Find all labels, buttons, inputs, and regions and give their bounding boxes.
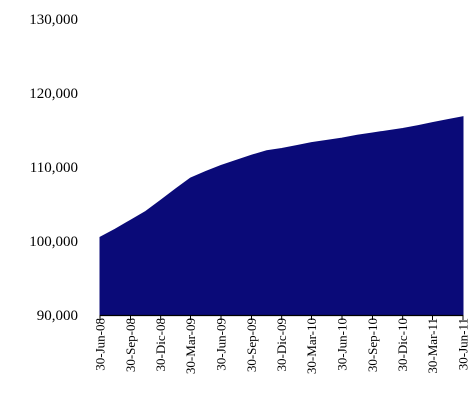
x-tick-label: 30-Jun-10 bbox=[335, 318, 350, 371]
x-tick-label: 30-Sep-09 bbox=[244, 318, 259, 372]
x-tick-label: 30-Dic-08 bbox=[153, 318, 168, 371]
x-tick-label: 30-Dic-09 bbox=[274, 318, 289, 371]
x-tick-label: 30-Dic-10 bbox=[395, 318, 410, 371]
y-tick-label: 110,000 bbox=[30, 160, 78, 176]
x-tick-label: 30-Jun-11 bbox=[456, 318, 470, 370]
y-axis-labels: 90,000 100,000 110,000 120,000 130,000 bbox=[29, 12, 78, 324]
plot-area bbox=[100, 117, 463, 315]
area-series bbox=[100, 117, 463, 315]
x-tick-label: 30-Mar-11 bbox=[425, 318, 440, 374]
x-tick-label: 30-Mar-09 bbox=[183, 318, 198, 374]
x-tick-label: 30-Sep-08 bbox=[123, 318, 138, 372]
x-tick-label: 30-Jun-08 bbox=[93, 318, 108, 371]
y-tick-label: 100,000 bbox=[29, 234, 78, 250]
x-tick-label: 30-Jun-09 bbox=[214, 318, 229, 371]
y-tick-label: 120,000 bbox=[29, 86, 78, 102]
y-tick-label: 130,000 bbox=[29, 12, 78, 28]
x-axis-labels: 30-Jun-08 30-Sep-08 30-Dic-08 30-Mar-09 30-J… bbox=[93, 318, 470, 374]
y-tick-label: 90,000 bbox=[37, 308, 78, 324]
x-tick-label: 30-Mar-10 bbox=[304, 318, 319, 374]
x-tick-label: 30-Sep-10 bbox=[365, 318, 380, 372]
